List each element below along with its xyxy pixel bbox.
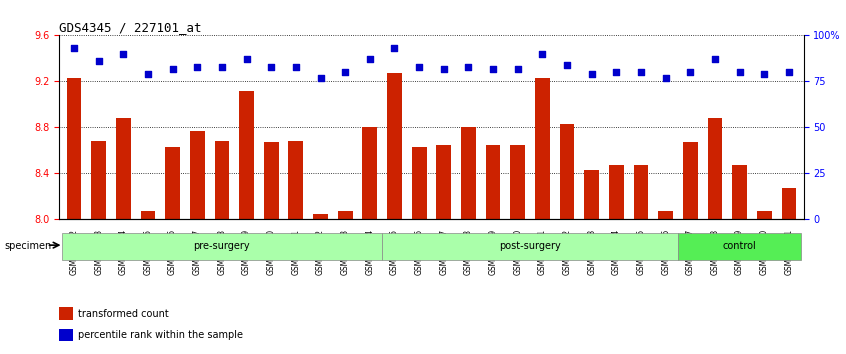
Point <box>215 64 228 69</box>
Bar <box>387 73 402 354</box>
Point <box>462 64 475 69</box>
Bar <box>59 329 73 341</box>
Text: percentile rank within the sample: percentile rank within the sample <box>78 330 243 340</box>
Bar <box>264 142 278 354</box>
Point <box>733 69 746 75</box>
Text: control: control <box>722 241 756 251</box>
Point <box>314 75 327 81</box>
Point <box>265 64 278 69</box>
Bar <box>486 145 501 354</box>
Text: transformed count: transformed count <box>78 309 168 319</box>
Point <box>363 57 376 62</box>
Point <box>141 71 155 77</box>
Bar <box>658 211 673 354</box>
Bar <box>535 78 550 354</box>
Bar <box>338 211 353 354</box>
Point <box>387 45 401 51</box>
Bar <box>140 211 156 354</box>
Bar <box>412 147 426 354</box>
Bar <box>437 145 451 354</box>
FancyBboxPatch shape <box>62 233 382 261</box>
Point <box>659 75 673 81</box>
Bar <box>362 127 377 354</box>
Point <box>117 51 130 57</box>
Bar <box>782 188 796 354</box>
Text: post-surgery: post-surgery <box>499 241 561 251</box>
Point <box>92 58 106 64</box>
Bar <box>239 91 254 354</box>
Bar <box>165 147 180 354</box>
Point <box>166 66 179 72</box>
Bar <box>67 78 81 354</box>
Point <box>585 71 598 77</box>
Bar <box>190 131 205 354</box>
Point <box>610 69 624 75</box>
Bar <box>707 118 722 354</box>
Bar <box>585 170 599 354</box>
Bar <box>732 165 747 354</box>
Point <box>536 51 549 57</box>
Bar <box>116 118 131 354</box>
Point <box>437 66 451 72</box>
Bar <box>313 214 328 354</box>
Point <box>511 66 525 72</box>
Point <box>239 57 253 62</box>
Bar <box>757 211 772 354</box>
Point <box>289 64 303 69</box>
Point <box>67 45 80 51</box>
Text: pre-surgery: pre-surgery <box>194 241 250 251</box>
Bar <box>683 142 698 354</box>
Point <box>338 69 352 75</box>
Bar <box>59 307 73 320</box>
Point <box>412 64 426 69</box>
Bar <box>288 141 303 354</box>
Point <box>757 71 771 77</box>
Point <box>560 62 574 68</box>
Point <box>684 69 697 75</box>
Bar <box>91 141 106 354</box>
Bar <box>560 124 574 354</box>
Bar <box>461 127 475 354</box>
Bar <box>510 145 525 354</box>
Bar <box>634 165 648 354</box>
Point <box>783 69 796 75</box>
FancyBboxPatch shape <box>382 233 678 261</box>
FancyBboxPatch shape <box>678 233 801 261</box>
Text: GDS4345 / 227101_at: GDS4345 / 227101_at <box>59 21 201 34</box>
Bar <box>609 165 624 354</box>
Point <box>486 66 500 72</box>
Point <box>634 69 648 75</box>
Point <box>708 57 722 62</box>
Text: specimen: specimen <box>4 241 52 251</box>
Bar <box>215 141 229 354</box>
Point <box>190 64 204 69</box>
